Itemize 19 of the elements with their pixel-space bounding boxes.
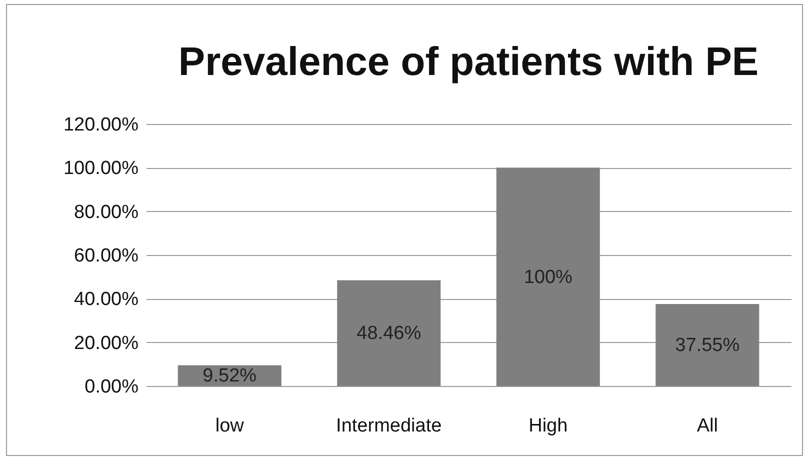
- data-label: 48.46%: [356, 323, 422, 344]
- bar: [656, 304, 760, 386]
- data-label: 100%: [524, 266, 573, 288]
- data-label: 9.52%: [202, 366, 257, 387]
- y-tick-label: 40.00%: [74, 289, 139, 310]
- data-label: 37.55%: [675, 335, 740, 356]
- x-tick-label: Intermediate: [336, 416, 442, 436]
- x-tick-label: High: [528, 416, 568, 436]
- x-tick-label: low: [215, 416, 244, 436]
- chart-title: Prevalence of patients with PE: [178, 40, 759, 84]
- y-tick-label: 80.00%: [74, 202, 139, 223]
- y-tick-label: 20.00%: [74, 332, 139, 354]
- bar: [337, 280, 441, 386]
- y-tick-label: 60.00%: [74, 246, 139, 266]
- x-tick-label: All: [696, 416, 718, 436]
- bar: [496, 168, 600, 386]
- y-tick-label: 120.00%: [63, 114, 139, 136]
- y-tick-label: 100.00%: [63, 158, 139, 180]
- y-tick-label: 0.00%: [84, 376, 139, 398]
